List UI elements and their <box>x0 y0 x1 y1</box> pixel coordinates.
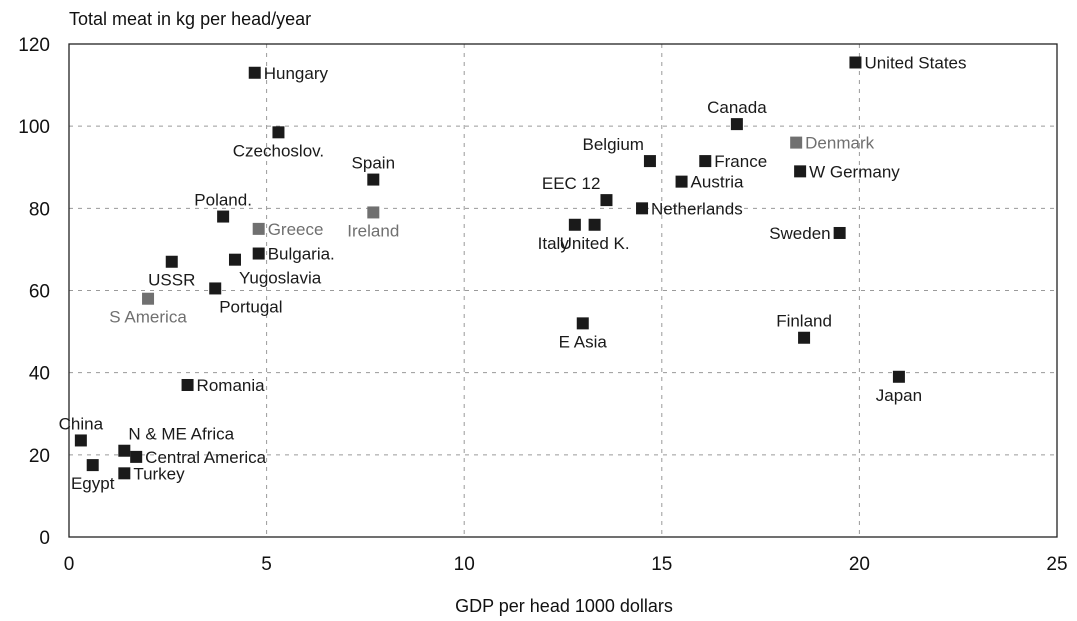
data-point <box>675 175 688 188</box>
data-point <box>833 226 846 239</box>
data-point <box>798 331 811 344</box>
point-labels: United States Hungary Canada Czechoslov. Den… <box>59 53 967 493</box>
point-label: S America <box>109 308 187 327</box>
data-point <box>228 253 241 266</box>
data-point <box>636 202 649 215</box>
data-point <box>892 370 905 383</box>
data-point <box>588 218 601 231</box>
data-point <box>181 378 194 391</box>
point-label: Greece <box>268 220 324 239</box>
x-tick-label: 20 <box>849 554 870 575</box>
data-point <box>118 444 131 457</box>
y-tick-label: 0 <box>39 528 50 549</box>
point-label: Finland <box>776 312 832 331</box>
data-point <box>576 317 589 330</box>
data-point <box>600 194 613 207</box>
point-label: N & ME Africa <box>128 425 234 444</box>
x-axis-title: GDP per head 1000 dollars <box>455 596 673 616</box>
point-label: Bulgaria. <box>268 245 335 264</box>
point-label: Central America <box>145 448 266 467</box>
x-tick-label: 25 <box>1046 554 1067 575</box>
data-point <box>849 56 862 69</box>
point-label: Poland. <box>194 191 252 210</box>
point-label: Spain <box>352 154 395 173</box>
point-label: Netherlands <box>651 199 743 218</box>
data-point <box>272 126 285 139</box>
x-tick-label: 15 <box>651 554 672 575</box>
data-point <box>568 218 581 231</box>
point-label: Egypt <box>71 474 115 493</box>
point-label: Denmark <box>805 134 874 153</box>
data-point <box>730 118 743 131</box>
point-label: Portugal <box>219 297 282 316</box>
point-label: Sweden <box>769 224 830 243</box>
data-point <box>86 459 99 472</box>
data-points <box>74 56 905 480</box>
point-label: E Asia <box>559 332 608 351</box>
data-point <box>217 210 230 223</box>
y-tick-label: 40 <box>29 364 50 385</box>
gridlines <box>69 44 1057 537</box>
point-label: Italy <box>538 234 570 253</box>
y-tick-label: 80 <box>29 199 50 220</box>
data-point <box>367 173 380 186</box>
y-tick-label: 20 <box>29 446 50 467</box>
plot-frame <box>68 43 1058 538</box>
x-tick-label: 5 <box>261 554 272 575</box>
data-point <box>367 206 380 219</box>
data-point <box>165 255 178 268</box>
data-point <box>118 467 131 480</box>
data-point <box>142 292 155 305</box>
data-point <box>209 282 222 295</box>
point-label: Belgium <box>583 135 644 154</box>
y-tick-label: 60 <box>29 282 50 303</box>
y-tick-label: 100 <box>18 117 50 138</box>
data-point <box>699 155 712 168</box>
data-point <box>248 66 261 79</box>
data-point <box>252 247 265 260</box>
data-point <box>252 222 265 235</box>
axis-ticks: 0 5 10 15 20 25 0 20 40 60 80 100 120 <box>18 35 1067 575</box>
point-label: Hungary <box>264 64 329 83</box>
point-label: Japan <box>876 386 922 405</box>
point-label: EEC 12 <box>542 174 601 193</box>
point-label: Czechoslov. <box>233 141 324 160</box>
data-point <box>794 165 807 178</box>
data-point <box>643 155 656 168</box>
x-tick-label: 10 <box>454 554 475 575</box>
data-point <box>74 434 87 447</box>
y-tick-label: 120 <box>18 35 50 56</box>
y-axis-title: Total meat in kg per head/year <box>69 9 311 29</box>
point-label: Turkey <box>133 464 185 483</box>
point-label: Yugoslavia <box>239 269 322 288</box>
data-point <box>130 450 143 463</box>
point-label: United States <box>864 53 966 72</box>
x-tick-label: 0 <box>64 554 75 575</box>
point-label: China <box>59 414 104 433</box>
point-label: Romania <box>197 376 266 395</box>
point-label: Canada <box>707 98 767 117</box>
point-label: Ireland <box>347 221 399 240</box>
point-label: W Germany <box>809 162 900 181</box>
point-label: Austria <box>691 173 744 192</box>
point-label: United K. <box>560 234 630 253</box>
data-point <box>790 136 803 149</box>
point-label: France <box>714 152 767 171</box>
point-label: USSR <box>148 271 195 290</box>
